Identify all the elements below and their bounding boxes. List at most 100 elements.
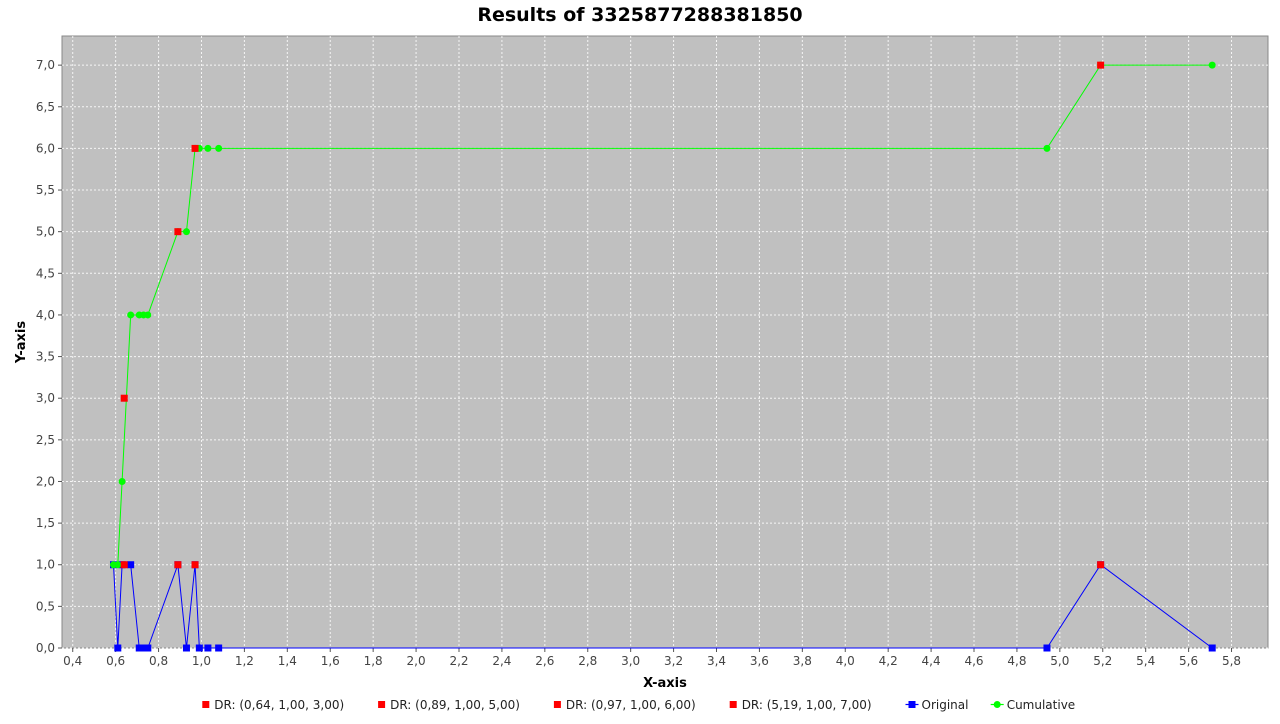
data-point-original [135,644,143,652]
x-tick-label: 4,2 [879,654,898,668]
x-tick-label: 5,8 [1222,654,1241,668]
y-tick-label: 1,5 [36,516,55,530]
x-tick-label: 1,6 [321,654,340,668]
data-point-original [127,561,135,569]
x-axis: 0,4 0,6 0,8 1,0 1,2 1,4 1,6 1,8 2,0 2,2 2,4 2,6 2,8 3… [63,648,1241,668]
legend-label: Original [922,698,969,712]
legend-item: DR: (0,89, 1,00, 5,00) [378,698,520,712]
data-point-original [182,644,190,652]
x-tick-label: 2,8 [578,654,597,668]
y-tick-label: 2,5 [36,433,55,447]
x-tick-label: 5,6 [1179,654,1198,668]
x-tick-label: 0,8 [149,654,168,668]
y-tick-label: 3,0 [36,391,55,405]
x-tick-label: 4,8 [1007,654,1026,668]
dr-marker [174,561,182,569]
legend-item: DR: (0,64, 1,00, 3,00) [202,698,344,712]
x-tick-label: 3,8 [793,654,812,668]
legend-swatch [729,701,737,708]
dr-marker [120,561,128,569]
legend-item: Original [905,698,969,712]
dr-markers [120,61,1105,569]
data-point-original [215,644,223,652]
x-tick-label: 0,4 [63,654,82,668]
data-point-cumulative [204,144,212,152]
data-point-original [144,644,152,652]
legend-item: Cumulative [990,698,1075,712]
y-tick-label: 0,5 [36,599,55,613]
x-tick-label: 5,2 [1093,654,1112,668]
x-tick-label: 3,0 [621,654,640,668]
grid-lines [62,36,1268,649]
legend-swatch [553,701,561,708]
data-point-original [114,644,122,652]
data-point-original [204,644,212,652]
x-tick-label: 4,6 [964,654,983,668]
legend-label: Cumulative [1007,698,1075,712]
data-point-original [140,644,148,652]
x-axis-label: X-axis [643,676,687,691]
legend-item: DR: (5,19, 1,00, 7,00) [729,698,872,712]
data-point-cumulative [182,228,190,236]
x-tick-label: 2,6 [535,654,554,668]
legend-swatch [993,701,1001,708]
dr-marker [1097,61,1105,69]
x-tick-label: 2,2 [449,654,468,668]
y-tick-label: 1,0 [36,558,55,572]
data-point-cumulative [1043,144,1051,152]
x-tick-label: 3,6 [750,654,769,668]
x-tick-label: 3,2 [664,654,683,668]
x-tick-label: 2,0 [407,654,426,668]
legend-item: DR: (0,97, 1,00, 6,00) [553,698,696,712]
x-tick-label: 4,4 [922,654,941,668]
dr-marker [191,561,199,569]
y-tick-label: 7,0 [36,58,55,72]
x-tick-label: 1,4 [278,654,297,668]
y-tick-label: 3,5 [36,350,55,364]
y-tick-label: 6,0 [36,141,55,155]
y-axis: 0,0 0,5 1,0 1,5 2,0 2,5 3,0 3,5 4,0 4,5 5,0 5,5 6,0 6… [36,58,62,655]
x-tick-label: 4,0 [836,654,855,668]
data-point-cumulative [114,561,122,569]
dr-marker [120,394,128,402]
y-tick-label: 4,0 [36,308,55,322]
legend-label: DR: (0,89, 1,00, 5,00) [390,698,520,712]
legend-swatch [908,701,916,708]
x-tick-label: 0,6 [106,654,125,668]
chart-title: Results of 3325877288381850 [477,4,802,26]
plot-area [61,35,1269,649]
x-tick-label: 2,4 [492,654,511,668]
data-point-cumulative [144,311,152,319]
legend-label: DR: (0,97, 1,00, 6,00) [566,698,696,712]
y-tick-label: 5,0 [36,225,55,239]
y-tick-label: 0,0 [36,641,55,655]
x-tick-label: 3,4 [707,654,726,668]
legend-swatch [202,701,210,708]
data-point-cumulative [127,311,135,319]
legend-label: DR: (5,19, 1,00, 7,00) [742,698,872,712]
data-point-original [1208,644,1216,652]
x-tick-label: 5,4 [1136,654,1155,668]
data-point-original [1043,644,1051,652]
data-point-cumulative [215,144,223,152]
y-tick-label: 5,5 [36,183,55,197]
y-tick-label: 6,5 [36,100,55,114]
x-tick-label: 1,8 [364,654,383,668]
y-tick-label: 2,0 [36,474,55,488]
legend-label: DR: (0,64, 1,00, 3,00) [214,698,344,712]
y-tick-label: 4,5 [36,266,55,280]
legend: DR: (0,64, 1,00, 3,00) DR: (0,89, 1,00, 5… [202,698,1075,712]
data-point-cumulative [1208,61,1216,69]
x-tick-label: 1,0 [192,654,211,668]
y-axis-label: Y-axis [14,321,29,365]
legend-swatch [378,701,386,708]
dr-marker [191,144,199,152]
dr-marker [1097,561,1105,569]
x-tick-label: 1,2 [235,654,254,668]
dr-marker [174,228,182,236]
data-point-cumulative [118,477,126,485]
x-tick-label: 5,0 [1050,654,1069,668]
data-point-original [195,644,203,652]
